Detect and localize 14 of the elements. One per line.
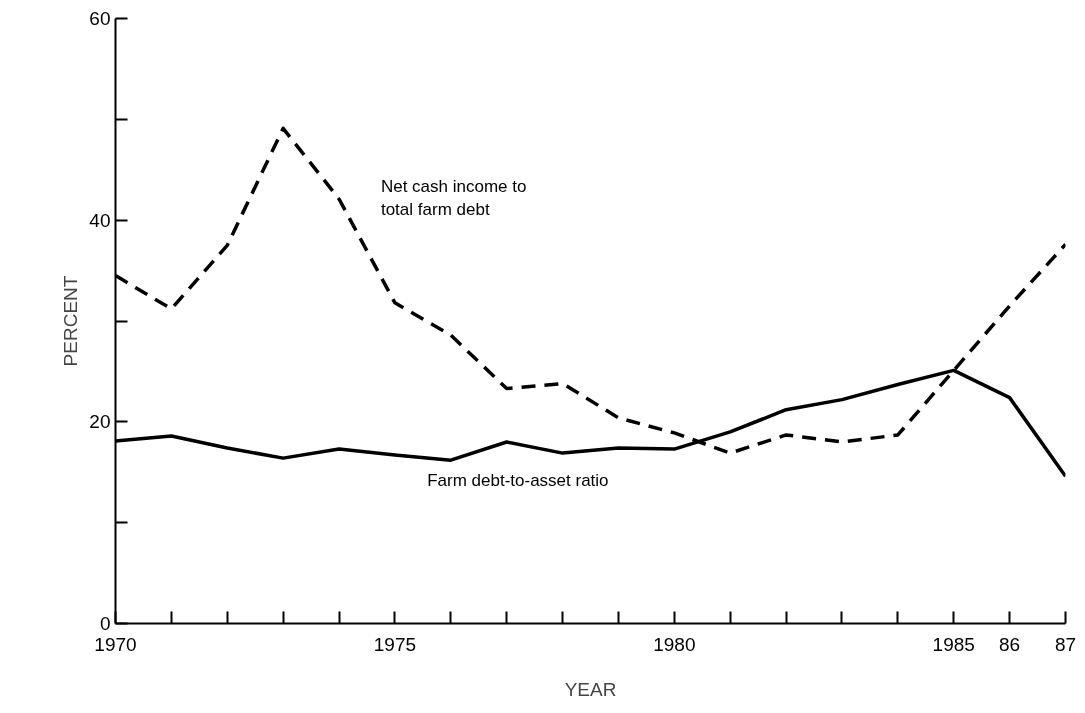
y-tick-label: 20	[89, 411, 111, 433]
series-label: Farm debt-to-asset ratio	[427, 471, 609, 491]
series-label: Net cash income to total farm debt	[380, 176, 527, 220]
y-tick-label: 40	[89, 209, 111, 231]
x-tick-label: 86	[999, 633, 1021, 655]
x-tick-label: 1970	[94, 633, 137, 655]
x-tick-label: 87	[1054, 633, 1077, 655]
y-tick-label: 0	[99, 613, 111, 634]
x-axis-title: YEAR	[564, 678, 617, 700]
x-tick-label: 1985	[932, 633, 975, 655]
x-tick-label: 1975	[373, 633, 417, 655]
x-tick-label: 1980	[653, 633, 696, 655]
y-tick-label: 60	[89, 8, 111, 29]
y-axis-title: PERCENT	[60, 275, 82, 367]
